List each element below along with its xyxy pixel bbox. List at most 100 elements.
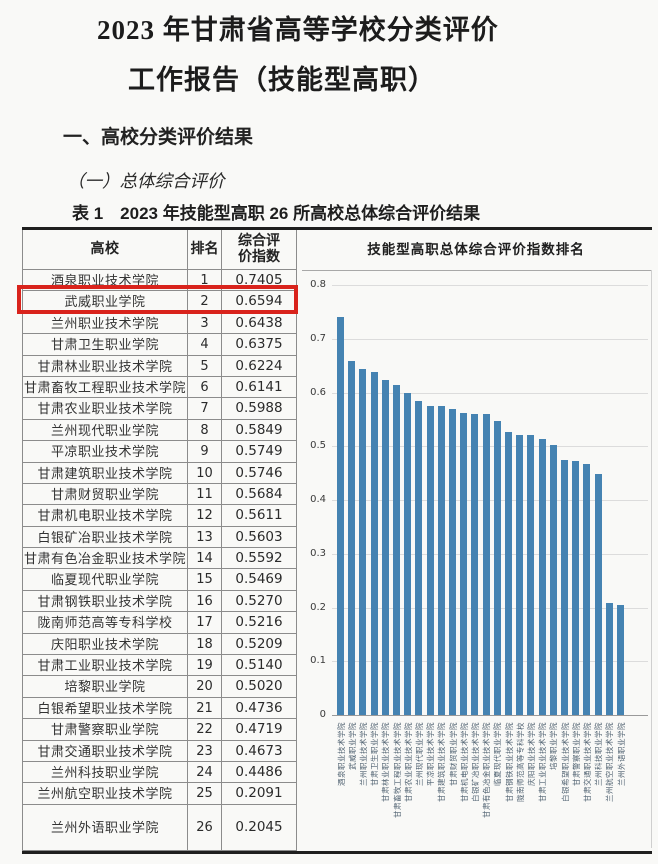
bar-rank-18 [527,435,535,715]
rank-cell: 24 [188,761,222,784]
college-name-cell: 甘肃农业职业技术学院 [22,398,188,420]
table-row: 兰州航空职业技术学院 25 0.2091 [22,783,652,805]
bar-rank-7 [404,393,412,715]
college-name-cell: 甘肃交通职业技术学院 [22,740,188,762]
x-axis-label: 甘肃交通职业技术学院 [582,722,592,802]
table-row: 临夏现代职业学院 15 0.5469 [22,569,652,591]
index-cell: 0.6141 [222,376,297,399]
x-axis-label: 白银希望职业技术学院 [560,722,570,802]
gridline [332,446,648,448]
college-name-cell: 平凉职业技术学院 [22,441,188,463]
table-row: 兰州现代职业学院 8 0.5849 [22,419,652,442]
rank-cell: 16 [188,590,222,613]
x-axis-label: 培黎职业学院 [549,722,559,770]
gridline [332,285,648,286]
x-axis-label: 甘肃机电职业技术学院 [459,722,469,802]
bar-rank-21 [561,460,568,715]
bar-rank-25 [605,602,613,715]
table-row: 酒泉职业技术学院 1 0.7405 [22,270,652,292]
college-name-cell: 兰州外语职业学院 [22,804,188,851]
bar-rank-11 [449,409,456,715]
college-name-cell: 陇南师范高等专科学校 [22,612,188,634]
college-name-cell: 武威职业学院 [22,291,188,313]
index-cell: 0.4486 [222,761,297,784]
college-name-cell: 白银矿冶职业技术学院 [22,526,188,549]
rank-cell: 3 [188,312,222,335]
table-row: 甘肃畜牧工程职业技术学院 6 0.6141 [22,376,652,399]
chart-title: 技能型高职总体综合评价指数排名 [367,242,585,257]
rank-cell: 6 [188,376,222,399]
bar-rank-15 [493,421,501,715]
index-cell: 0.5270 [222,590,297,613]
rank-cell: 5 [188,355,222,377]
x-axis-label: 平凉职业技术学院 [426,722,436,786]
college-name-cell: 庆阳职业技术学院 [22,633,188,656]
table-row: 庆阳职业技术学院 18 0.5209 [22,633,652,656]
x-axis-label: 兰州科技职业学院 [594,722,604,786]
bar-rank-3 [359,368,367,715]
bar-rank-1 [337,316,344,715]
table-row: 甘肃钢铁职业技术学院 16 0.5270 [22,590,652,613]
index-cell: 0.5469 [222,569,297,591]
index-column-header-line1: 综合评 [238,233,280,249]
college-name-cell: 甘肃机电职业技术学院 [22,505,188,527]
x-axis-label: 甘肃畜牧工程职业技术学院 [392,722,402,818]
index-cell: 0.6375 [222,334,297,356]
college-name-cell: 甘肃财贸职业学院 [22,483,188,506]
x-axis-label: 兰州职业技术学院 [358,722,368,786]
y-axis-tick-label: 0 [319,709,326,720]
index-cell: 0.5592 [222,548,297,570]
rank-cell: 18 [188,633,222,656]
rank-cell: 25 [188,783,222,805]
bar-rank-17 [516,434,524,715]
college-name-cell: 甘肃警察职业学院 [22,719,188,741]
x-axis-label: 甘肃工业职业技术学院 [538,722,548,802]
table-row: 白银矿冶职业技术学院 13 0.5603 [22,526,652,549]
plot-right-border [651,270,652,848]
bar-rank-2 [348,360,356,715]
bar-rank-13 [471,413,479,715]
gridline [332,392,648,394]
x-axis-label: 兰州航空职业技术学院 [605,722,615,802]
rank-cell: 12 [188,505,222,527]
table-row: 兰州外语职业学院 26 0.2045 [22,804,652,851]
index-cell: 0.4673 [222,740,297,762]
x-axis-label: 甘肃卫生职业学院 [370,722,380,786]
index-cell: 0.5020 [222,676,297,698]
bar-rank-24 [594,473,602,715]
rank-cell: 17 [188,612,222,634]
index-cell: 0.5684 [222,483,297,506]
rank-cell: 21 [188,697,222,720]
bar-rank-12 [460,413,468,715]
index-cell: 0.5611 [222,505,297,527]
bar-rank-20 [549,445,557,715]
ranking-bar-chart: 技能型高职总体综合评价指数排名 0 0.1 0.2 0.3 0.4 0.5 0.6 0.7 0.… [300,230,652,848]
college-column-header-label: 高校 [90,241,120,257]
index-cell: 0.2091 [222,783,297,805]
gridline [332,661,648,663]
college-name-cell: 兰州航空职业技术学院 [22,783,188,805]
y-axis-tick-label: 0.8 [310,279,326,290]
x-axis-label: 庆阳职业技术学院 [526,722,536,786]
rank-cell: 2 [188,291,222,313]
table-row: 兰州职业技术学院 3 0.6438 [22,312,652,335]
x-axis-label: 兰州外语职业学院 [616,722,626,786]
rank-cell: 15 [188,569,222,591]
index-cell: 0.5988 [222,398,297,420]
x-axis-label: 陇南师范高等专科学校 [515,722,525,802]
index-cell: 0.7405 [222,270,297,292]
rank-cell: 14 [188,548,222,570]
y-axis-tick-label: 0.7 [310,332,326,344]
index-column-header: 综合评 价指数 [222,230,297,270]
rank-cell: 22 [188,719,222,741]
college-column-header: 高校 [22,230,188,270]
page-title-line1: 2023 年甘肃省高等学校分类评价 [97,15,499,45]
y-axis-tick-label: 0.1 [310,655,326,667]
y-axis-tick-label: 0.3 [310,547,326,559]
table-row: 甘肃机电职业技术学院 12 0.5611 [22,505,652,527]
x-axis-label: 兰州现代职业学院 [414,722,424,786]
y-axis-tick-label: 0.5 [310,440,326,452]
index-cell: 0.5746 [222,462,297,484]
index-cell: 0.4719 [222,719,297,741]
x-axis-label: 甘肃钢铁职业技术学院 [504,722,514,802]
